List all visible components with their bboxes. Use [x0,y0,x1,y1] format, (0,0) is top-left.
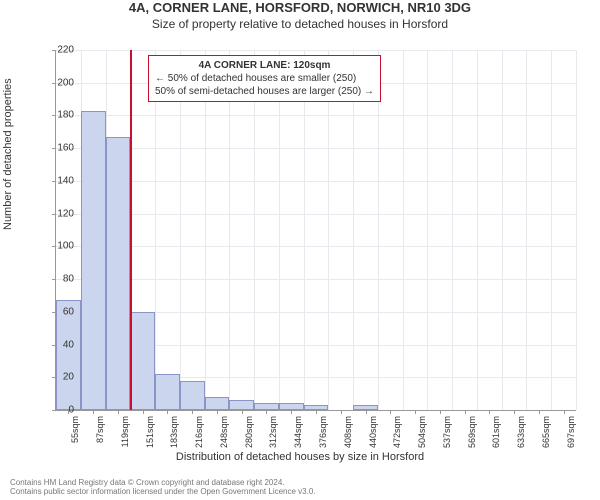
x-tick-label: 569sqm [467,416,477,456]
y-tick-label: 220 [44,45,74,56]
x-tickmark [440,410,441,414]
y-tick-label: 200 [44,77,74,88]
gridline-v [155,50,156,410]
y-tick-label: 140 [44,175,74,186]
x-tick-label: 119sqm [120,416,130,456]
gridline-v [576,50,577,410]
footer-line1: Contains HM Land Registry data © Crown c… [10,478,316,488]
gridline-v [229,50,230,410]
x-tickmark [564,410,565,414]
y-tick-label: 40 [44,339,74,350]
x-tickmark [192,410,193,414]
gridline-h [56,279,576,280]
x-tickmark [217,410,218,414]
histogram-bar [229,400,254,410]
x-tickmark [539,410,540,414]
x-tickmark [93,410,94,414]
histogram-bar [180,381,205,410]
gridline-v [502,50,503,410]
x-tick-label: 280sqm [244,416,254,456]
gridline-h [56,148,576,149]
x-tickmark [316,410,317,414]
histogram-bar [205,397,230,410]
gridline-v [205,50,206,410]
y-axis-label: Number of detached properties [2,78,14,230]
y-tick-label: 160 [44,143,74,154]
x-tick-label: 697sqm [566,416,576,456]
plot-area: 4A CORNER LANE: 120sqm ← 50% of detached… [55,50,576,411]
x-tick-label: 312sqm [268,416,278,456]
gridline-v [378,50,379,410]
x-tick-label: 216sqm [194,416,204,456]
x-tick-label: 344sqm [293,416,303,456]
gridline-v [551,50,552,410]
y-tick-label: 120 [44,208,74,219]
gridline-v [180,50,181,410]
x-tick-label: 504sqm [417,416,427,456]
x-tickmark [143,410,144,414]
gridline-v [526,50,527,410]
chart-title: 4A, CORNER LANE, HORSFORD, NORWICH, NR10… [0,0,600,15]
infobox-line1: ← 50% of detached houses are smaller (25… [155,72,374,85]
x-tick-label: 183sqm [169,416,179,456]
x-tickmark [514,410,515,414]
x-tick-label: 601sqm [491,416,501,456]
gridline-h [56,115,576,116]
x-tickmark [366,410,367,414]
x-tick-label: 55sqm [70,416,80,456]
x-tick-label: 537sqm [442,416,452,456]
y-tick-label: 100 [44,241,74,252]
gridline-v [353,50,354,410]
gridline-h [56,181,576,182]
x-tick-label: 248sqm [219,416,229,456]
histogram-bar [130,312,155,410]
x-tick-label: 151sqm [145,416,155,456]
gridline-h [56,246,576,247]
y-tick-label: 180 [44,110,74,121]
info-box: 4A CORNER LANE: 120sqm ← 50% of detached… [148,55,381,102]
x-tickmark [118,410,119,414]
x-tick-label: 440sqm [368,416,378,456]
x-tickmark [415,410,416,414]
infobox-title: 4A CORNER LANE: 120sqm [155,59,374,72]
x-tick-label: 665sqm [541,416,551,456]
gridline-v [304,50,305,410]
x-tick-label: 87sqm [95,416,105,456]
gridline-v [328,50,329,410]
gridline-v [279,50,280,410]
y-tick-label: 80 [44,274,74,285]
gridline-v [477,50,478,410]
y-tick-label: 60 [44,306,74,317]
histogram-bar [106,137,131,410]
gridline-v [452,50,453,410]
x-tick-label: 376sqm [318,416,328,456]
x-tickmark [167,410,168,414]
histogram-bar [155,374,180,410]
x-tickmark [291,410,292,414]
gridline-v [403,50,404,410]
x-tickmark [341,410,342,414]
infobox-line2: 50% of semi-detached houses are larger (… [155,85,374,98]
x-tickmark [489,410,490,414]
x-tick-label: 472sqm [392,416,402,456]
chart-subtitle: Size of property relative to detached ho… [0,17,600,31]
footer-line2: Contains public sector information licen… [10,487,316,497]
gridline-h [56,214,576,215]
x-tickmark [465,410,466,414]
y-tick-label: 0 [44,405,74,416]
x-tickmark [266,410,267,414]
y-tick-label: 20 [44,372,74,383]
x-tickmark [242,410,243,414]
x-tick-label: 408sqm [343,416,353,456]
gridline-h [56,50,576,51]
x-tickmark [390,410,391,414]
histogram-bar [81,111,106,410]
gridline-v [427,50,428,410]
x-tick-label: 633sqm [516,416,526,456]
gridline-v [254,50,255,410]
marker-line [130,50,132,410]
footer-attribution: Contains HM Land Registry data © Crown c… [10,478,316,497]
